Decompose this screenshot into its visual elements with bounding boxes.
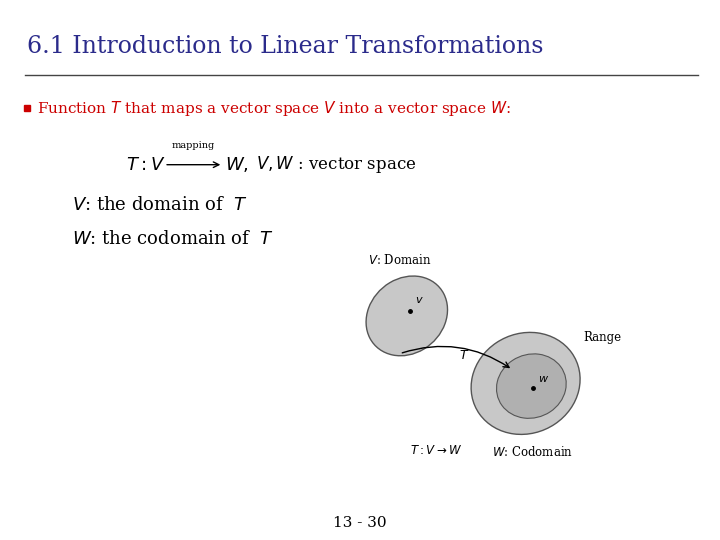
Text: $W,$: $W,$ — [225, 155, 249, 174]
Text: $\mathit{T}$: $\mathit{T}$ — [459, 349, 470, 362]
Text: $\mathit{V}$: Domain: $\mathit{V}$: Domain — [368, 253, 431, 267]
Text: $\mathit{W}$: Codomain: $\mathit{W}$: Codomain — [492, 446, 573, 460]
Ellipse shape — [471, 333, 580, 434]
Text: Function $\mathit{T}$ that maps a vector space $\mathit{V}$ into a vector space : Function $\mathit{T}$ that maps a vector… — [37, 98, 511, 118]
Text: $v$: $v$ — [415, 295, 424, 305]
Text: 6.1 Introduction to Linear Transformations: 6.1 Introduction to Linear Transformatio… — [27, 35, 544, 58]
Text: $T: V \rightarrow W$: $T: V \rightarrow W$ — [410, 444, 462, 457]
Text: $T:V$: $T:V$ — [126, 156, 166, 174]
Text: $\mathit{W}$: the codomain of  $\mathit{T}$: $\mathit{W}$: the codomain of $\mathit{T… — [72, 230, 274, 248]
Text: Range: Range — [583, 331, 621, 344]
Ellipse shape — [497, 354, 566, 418]
Text: $V,W$ : vector space: $V,W$ : vector space — [256, 154, 416, 175]
Text: $w$: $w$ — [538, 374, 549, 384]
Text: 13 - 30: 13 - 30 — [333, 516, 387, 530]
Text: mapping: mapping — [172, 140, 215, 150]
Text: $\mathit{V}$: the domain of  $\mathit{T}$: $\mathit{V}$: the domain of $\mathit{T}$ — [72, 196, 248, 214]
Ellipse shape — [366, 276, 448, 356]
